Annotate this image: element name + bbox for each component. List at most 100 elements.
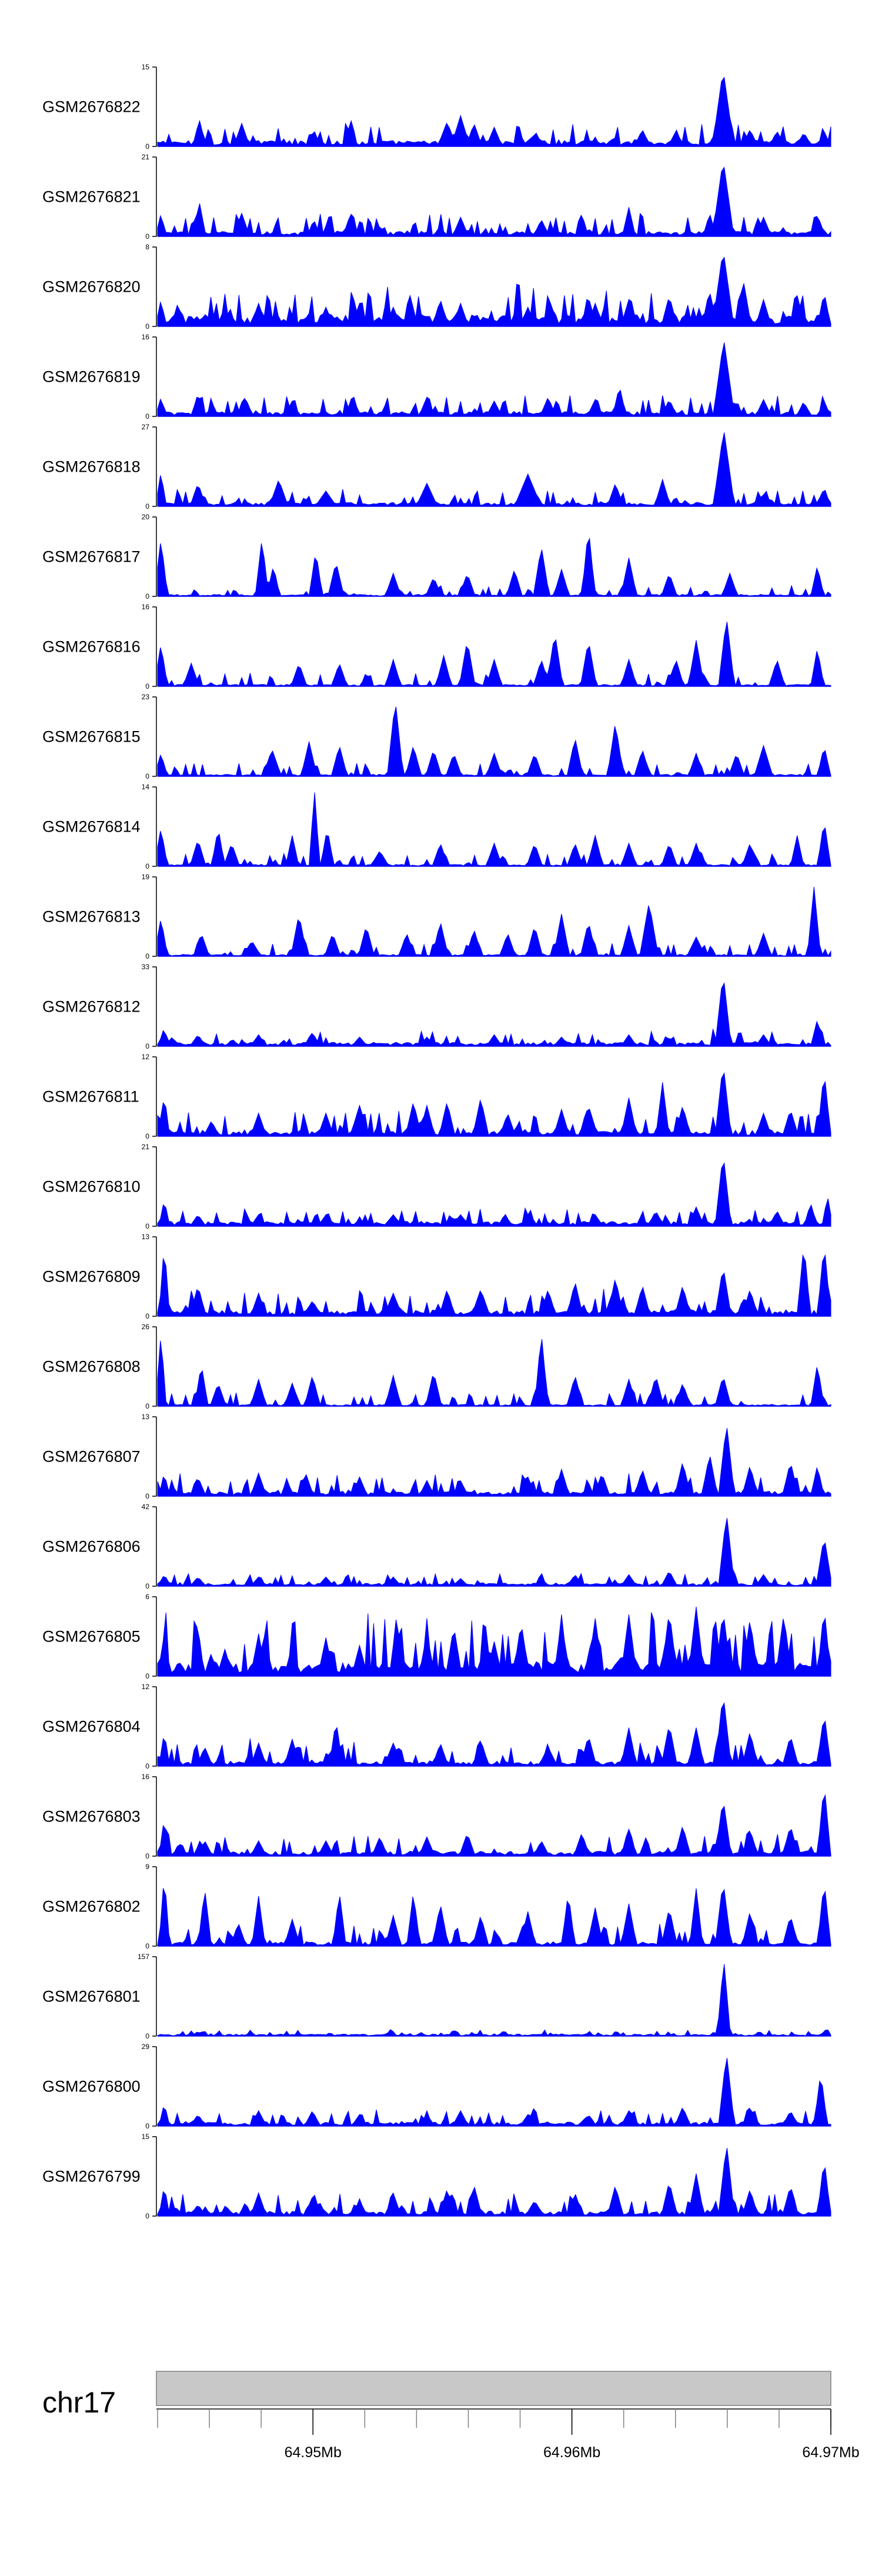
signal-area — [157, 1702, 831, 1767]
track-GSM2676815: GSM2676815 23 0 — [42, 693, 831, 780]
y-axis-zero-label: 0 — [145, 1222, 149, 1230]
y-axis-zero-label: 0 — [145, 1852, 149, 1860]
y-axis-zero-label: 0 — [145, 1492, 149, 1500]
signal-area — [157, 2148, 831, 2217]
track-GSM2676810: GSM2676810 21 0 — [42, 1143, 831, 1230]
track-GSM2676812: GSM2676812 33 0 — [42, 963, 831, 1050]
y-axis-max-label: 21 — [142, 1143, 150, 1151]
y-axis-max-label: 27 — [142, 423, 150, 431]
track-GSM2676800: GSM2676800 29 0 — [42, 2043, 831, 2130]
y-axis-max-label: 16 — [142, 1773, 150, 1781]
track-label: GSM2676801 — [42, 1988, 141, 2006]
track-label: GSM2676811 — [42, 1088, 139, 1106]
y-axis-zero-label: 0 — [145, 952, 149, 960]
signal-area — [157, 342, 831, 417]
signal-area — [157, 1964, 831, 2037]
y-axis-zero-label: 0 — [145, 772, 149, 780]
y-axis-zero-label: 0 — [145, 2032, 149, 2040]
track-label: GSM2676805 — [42, 1628, 141, 1646]
signal-area — [157, 706, 831, 777]
track-label: GSM2676821 — [42, 188, 141, 206]
track-label: GSM2676804 — [42, 1718, 141, 1736]
major-tick-label: 64.95Mb — [285, 2444, 342, 2461]
y-axis-max-label: 6 — [145, 1593, 149, 1601]
track-GSM2676822: GSM2676822 15 0 — [42, 63, 831, 151]
track-label: GSM2676809 — [42, 1268, 141, 1286]
y-axis-zero-label: 0 — [145, 232, 149, 241]
track-label: GSM2676810 — [42, 1178, 141, 1196]
y-axis-zero-label: 0 — [145, 1402, 149, 1410]
track-label: GSM2676815 — [42, 728, 141, 746]
signal-area — [157, 256, 831, 327]
y-axis-max-label: 13 — [142, 1233, 150, 1241]
track-label: GSM2676820 — [42, 278, 141, 296]
y-axis-max-label: 29 — [142, 2043, 150, 2051]
y-axis-zero-label: 0 — [145, 322, 149, 331]
y-axis-max-label: 8 — [145, 243, 149, 251]
y-axis-max-label: 13 — [142, 1413, 150, 1421]
track-GSM2676801: GSM2676801 157 0 — [42, 1953, 831, 2040]
y-axis-zero-label: 0 — [145, 2212, 149, 2220]
signal-area — [157, 982, 831, 1047]
y-axis-zero-label: 0 — [145, 592, 149, 600]
track-panels: GSM2676822150GSM2676821210GSM267682080GS… — [42, 63, 831, 2220]
track-label: GSM2676803 — [42, 1808, 141, 1826]
y-axis-max-label: 157 — [138, 1953, 149, 1961]
y-axis-zero-label: 0 — [145, 1672, 149, 1680]
track-GSM2676804: GSM2676804 12 0 — [42, 1683, 831, 1770]
track-label: GSM2676799 — [42, 2168, 141, 2185]
y-axis-max-label: 21 — [142, 153, 150, 161]
track-GSM2676820: GSM2676820 8 0 — [42, 243, 831, 331]
signal-area — [157, 1607, 831, 1677]
signal-area — [157, 1339, 831, 1407]
track-GSM2676807: GSM2676807 13 0 — [42, 1413, 831, 1500]
track-label: GSM2676800 — [42, 2078, 141, 2095]
track-label: GSM2676822 — [42, 98, 141, 116]
track-label: GSM2676802 — [42, 1898, 141, 1916]
y-axis-max-label: 12 — [142, 1053, 150, 1061]
y-axis-max-label: 15 — [142, 2133, 150, 2141]
y-axis-zero-label: 0 — [145, 142, 149, 151]
genomic-axis: 64.95Mb 64.96Mb 64.97Mb — [156, 2408, 860, 2461]
y-axis-max-label: 15 — [142, 63, 150, 71]
track-GSM2676803: GSM2676803 16 0 — [42, 1773, 831, 1860]
signal-area — [157, 1162, 831, 1227]
y-axis-max-label: 23 — [142, 693, 150, 701]
track-label: GSM2676812 — [42, 998, 141, 1016]
chromosome-label: chr17 — [42, 2386, 116, 2419]
signal-area — [157, 166, 831, 237]
y-axis-zero-label: 0 — [145, 682, 149, 690]
y-axis-max-label: 42 — [142, 1503, 150, 1511]
y-axis-zero-label: 0 — [145, 412, 149, 421]
signal-area — [157, 792, 831, 867]
y-axis-zero-label: 0 — [145, 1132, 149, 1140]
track-label: GSM2676816 — [42, 638, 141, 656]
track-label: GSM2676817 — [42, 548, 141, 566]
major-tick-label: 64.97Mb — [802, 2444, 859, 2461]
track-GSM2676808: GSM2676808 26 0 — [42, 1323, 831, 1410]
signal-area — [157, 1794, 831, 1857]
track-label: GSM2676819 — [42, 368, 141, 386]
track-GSM2676813: GSM2676813 19 0 — [42, 873, 831, 960]
track-label: GSM2676818 — [42, 458, 141, 476]
y-axis-zero-label: 0 — [145, 1042, 149, 1050]
signal-area — [157, 2058, 831, 2127]
y-axis-max-label: 33 — [142, 963, 150, 971]
track-label: GSM2676814 — [42, 818, 141, 836]
track-label: GSM2676813 — [42, 908, 141, 926]
y-axis-max-label: 26 — [142, 1323, 150, 1331]
y-axis-zero-label: 0 — [145, 502, 149, 510]
track-GSM2676802: GSM2676802 9 0 — [42, 1863, 831, 1950]
signal-area — [157, 887, 831, 957]
track-GSM2676818: GSM2676818 27 0 — [42, 423, 831, 510]
track-label: GSM2676806 — [42, 1538, 141, 1556]
y-axis-max-label: 16 — [142, 333, 150, 341]
signal-area — [157, 432, 831, 507]
y-axis-zero-label: 0 — [145, 1312, 149, 1320]
signal-area — [157, 1428, 831, 1497]
track-label: GSM2676807 — [42, 1448, 141, 1466]
track-GSM2676814: GSM2676814 14 0 — [42, 783, 831, 870]
y-axis-zero-label: 0 — [145, 1582, 149, 1590]
major-tick-label: 64.96Mb — [543, 2444, 600, 2461]
